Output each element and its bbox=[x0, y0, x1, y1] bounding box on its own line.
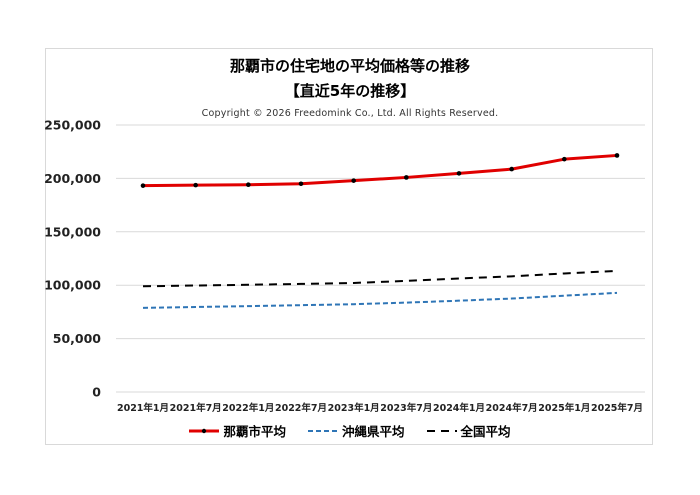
data-point-marker bbox=[562, 156, 567, 162]
x-tick-label: 2025年1月 bbox=[538, 402, 590, 414]
data-point-marker bbox=[509, 166, 514, 172]
chart-subtitle: 【直近5年の推移】 bbox=[284, 82, 416, 100]
legend-item-okinawa: 沖縄県平均 bbox=[307, 421, 405, 440]
y-tick-label: 50,000 bbox=[53, 331, 102, 346]
legend-swatch-solid-icon bbox=[189, 428, 220, 433]
data-point-marker bbox=[614, 153, 620, 158]
data-point-marker bbox=[140, 183, 146, 188]
x-tick-label: 2021年7月 bbox=[170, 402, 222, 414]
legend-item-national: 全国平均 bbox=[426, 421, 511, 440]
y-tick-label: 0 bbox=[92, 385, 101, 400]
x-tick-label: 2023年1月 bbox=[328, 402, 380, 414]
chart-title: 那覇市の住宅地の平均価格等の推移 bbox=[229, 57, 470, 75]
y-tick-label: 150,000 bbox=[44, 224, 101, 239]
series-line bbox=[142, 153, 618, 188]
data-point-marker bbox=[246, 182, 251, 188]
legend-swatch-long-dash-icon bbox=[426, 429, 457, 432]
x-tick-label: 2023年7月 bbox=[380, 402, 432, 414]
x-tick-label: 2022年7月 bbox=[275, 402, 327, 414]
x-tick-label: 2024年7月 bbox=[486, 402, 538, 414]
y-tick-label: 250,000 bbox=[44, 118, 101, 133]
series-line bbox=[142, 269, 618, 288]
data-point-marker bbox=[351, 178, 356, 183]
data-point-marker bbox=[298, 181, 304, 187]
series-line bbox=[142, 291, 618, 309]
x-tick-label: 2024年1月 bbox=[433, 402, 485, 414]
chart-legend: 那覇市平均 沖縄県平均 全国平均 bbox=[0, 421, 700, 440]
legend-label: 沖縄県平均 bbox=[341, 424, 405, 439]
legend-swatch-dashed-icon bbox=[307, 429, 338, 432]
x-tick-label: 2025年7月 bbox=[591, 402, 643, 414]
y-tick-label: 100,000 bbox=[44, 278, 101, 293]
x-tick-label: 2022年1月 bbox=[222, 402, 274, 414]
chart-frame bbox=[45, 48, 653, 445]
copyright-text: Copyright © 2026 Freedomink Co., Ltd. Al… bbox=[201, 108, 499, 119]
y-tick-label: 200,000 bbox=[44, 171, 101, 186]
legend-label: 全国平均 bbox=[460, 424, 511, 439]
data-point-marker bbox=[456, 171, 462, 176]
data-point-marker bbox=[404, 175, 409, 180]
legend-item-naha: 那覇市平均 bbox=[189, 421, 286, 440]
data-point-marker bbox=[193, 182, 198, 188]
legend-label: 那覇市平均 bbox=[223, 424, 286, 439]
x-tick-label: 2021年1月 bbox=[117, 402, 169, 414]
